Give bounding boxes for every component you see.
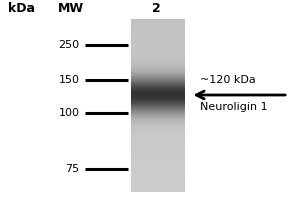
- Text: 2: 2: [152, 2, 160, 16]
- Text: 250: 250: [58, 40, 80, 50]
- Text: 150: 150: [58, 75, 80, 85]
- Text: Neuroligin 1: Neuroligin 1: [200, 102, 267, 112]
- Text: 100: 100: [58, 108, 80, 118]
- Text: 75: 75: [65, 164, 80, 174]
- Text: MW: MW: [57, 2, 84, 16]
- Text: ~120 kDa: ~120 kDa: [200, 75, 255, 85]
- Text: kDa: kDa: [8, 2, 34, 16]
